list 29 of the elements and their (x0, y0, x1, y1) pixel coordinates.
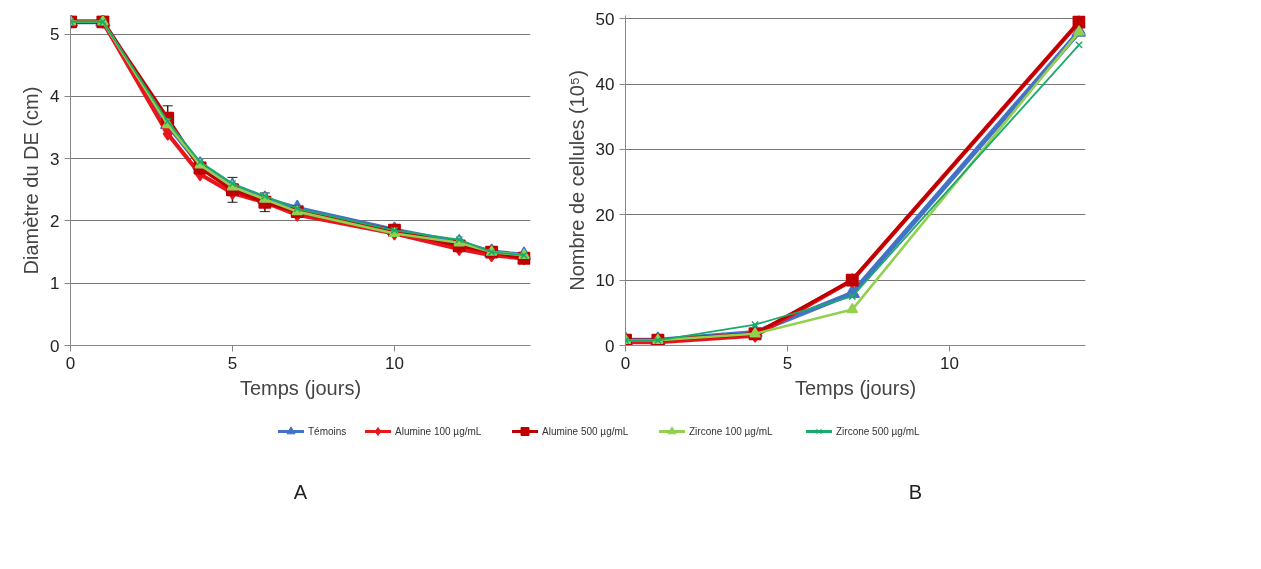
y-tick-label: 10 (595, 271, 615, 291)
text: A (293, 480, 308, 503)
y-tick-label: 20 (595, 205, 615, 225)
y-tick-label: 0 (50, 336, 60, 356)
legend-label: Zircone 500 µg/mL (836, 426, 921, 437)
x-tick-label: 0 (620, 353, 631, 373)
x-tick-label: 5 (227, 353, 238, 373)
y-tick-label: 4 (50, 87, 60, 107)
x-tick-label: 0 (65, 353, 76, 373)
x-axis-title: Temps (jours) (794, 376, 917, 399)
y-axis-title: Diamètre du DE (cm) (20, 86, 43, 275)
y-tick-label: 1 (50, 274, 60, 294)
y-tick-label: 50 (595, 9, 615, 29)
x-tick-label: 10 (939, 353, 959, 373)
y-tick-label: 2 (50, 211, 60, 231)
x-axis-title: Temps (jours) (239, 376, 362, 399)
y-axis-title: Nombre de cellules (10⁵) (565, 70, 588, 291)
legend-label: Alumine 100 µg/mL (395, 426, 482, 437)
legend-label: Alumine 500 µg/mL (542, 426, 629, 437)
y-tick-label: 3 (50, 149, 60, 169)
legend-label: Témoins (308, 426, 347, 437)
y-tick-label: 0 (605, 336, 615, 356)
x-tick-label: 5 (782, 353, 793, 373)
legend-label: Zircone 100 µg/mL (689, 426, 774, 437)
y-tick-label: 40 (595, 75, 615, 95)
text: B (908, 480, 923, 503)
y-tick-label: 5 (50, 25, 60, 45)
y-tick-label: 30 (595, 140, 615, 160)
x-tick-label: 10 (384, 353, 404, 373)
